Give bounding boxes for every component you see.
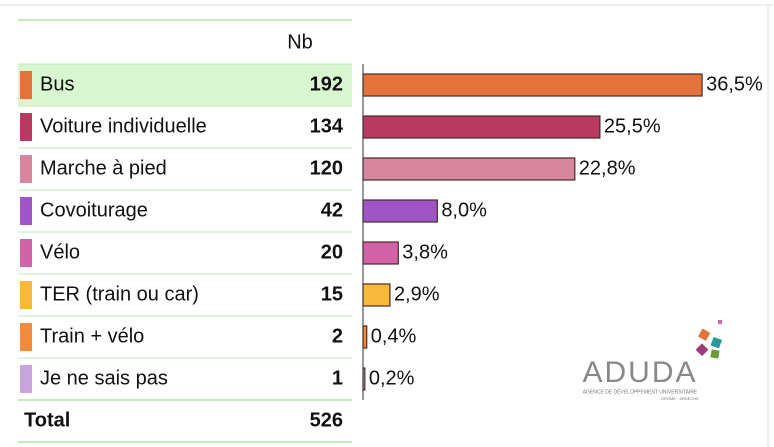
count: 120 [310,157,343,179]
bar [362,199,438,223]
value-label: 22,8% [579,157,636,179]
count: 134 [310,115,344,137]
logo-name: ADUDA [582,356,697,389]
logo-line: AGENCE DE DÉVELOPPEMENT UNIVERSITAIRE [583,388,698,395]
category-label: Bus [40,73,74,95]
value-label: 25,5% [604,115,661,137]
count: 15 [321,283,343,305]
category-marker [20,197,32,225]
bar [362,283,391,307]
category-marker [20,281,32,309]
category-marker [20,113,32,141]
column-header: Nb [287,31,313,53]
value-label: 3,8% [402,241,448,263]
category-label: Vélo [40,241,80,263]
bar [362,241,399,265]
value-label: 0,2% [369,367,415,389]
value-label: 8,0% [441,199,487,221]
category-label: Covoiturage [40,199,148,221]
total-value: 526 [310,409,343,431]
logo-line: DRÔME · ARDÈCHE [661,396,699,401]
category-marker [20,365,32,393]
value-label: 2,9% [394,283,440,305]
count: 1 [332,367,343,389]
bar [362,325,368,349]
category-label: Marche à pied [40,157,167,179]
count: 20 [321,241,343,263]
category-label: Je ne sais pas [40,367,168,389]
category-marker [20,155,32,183]
category-label: Voiture individuelle [40,115,207,137]
total-label: Total [24,409,70,431]
category-marker [20,323,32,351]
count: 192 [310,73,343,95]
logo-shape [718,320,722,324]
bar [362,73,703,97]
category-label: TER (train ou car) [40,283,199,305]
count: 2 [332,325,343,347]
value-label: 0,4% [371,325,417,347]
bar [362,157,576,181]
logo: ADUDA AGENCE DE DÉVELOPPEMENT UNIVERSITA… [582,320,723,401]
value-label: 36,5% [706,73,763,95]
logo-shape [710,336,723,349]
logo-shape [695,343,709,357]
logo-shape [698,328,711,341]
category-marker [20,239,32,267]
category-label: Train + vélo [40,325,144,347]
logo-shape [710,349,720,359]
bar [362,115,601,139]
category-marker [20,71,32,99]
count: 42 [321,199,343,221]
row-highlight [18,64,352,106]
